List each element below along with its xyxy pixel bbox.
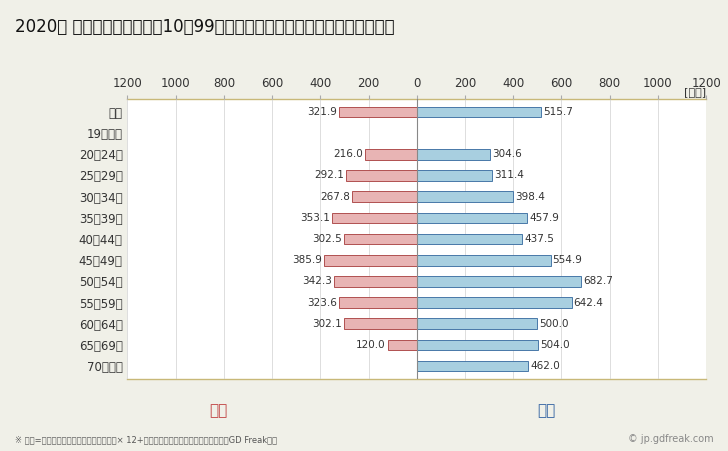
Bar — [416, 276, 582, 287]
Bar — [416, 255, 550, 266]
Bar — [388, 340, 416, 350]
Text: 554.9: 554.9 — [553, 255, 582, 265]
Text: 682.7: 682.7 — [583, 276, 613, 286]
Text: 302.5: 302.5 — [312, 234, 342, 244]
Bar — [339, 106, 416, 117]
Bar — [344, 318, 416, 329]
Text: 504.0: 504.0 — [540, 340, 570, 350]
Text: 男性: 男性 — [537, 403, 555, 418]
Bar — [352, 191, 416, 202]
Text: 462.0: 462.0 — [530, 361, 560, 371]
Text: 515.7: 515.7 — [543, 107, 573, 117]
Text: 311.4: 311.4 — [494, 170, 523, 180]
Text: 216.0: 216.0 — [333, 149, 363, 159]
Bar — [416, 149, 490, 160]
Bar — [416, 212, 527, 223]
Bar — [416, 234, 522, 244]
Text: 女性: 女性 — [209, 403, 228, 418]
Bar — [344, 234, 416, 244]
Bar — [416, 340, 538, 350]
Text: 500.0: 500.0 — [539, 319, 569, 329]
Text: ※ 年収=「きまって支給する現金給与額」× 12+「年間賞与その他特別給与額」としてGD Freak推計: ※ 年収=「きまって支給する現金給与額」× 12+「年間賞与その他特別給与額」と… — [15, 435, 277, 444]
Bar — [334, 276, 416, 287]
Text: [万円]: [万円] — [684, 87, 706, 97]
Bar — [416, 361, 529, 372]
Text: © jp.gdfreak.com: © jp.gdfreak.com — [628, 434, 713, 444]
Text: 457.9: 457.9 — [529, 213, 559, 223]
Text: 353.1: 353.1 — [300, 213, 330, 223]
Bar — [416, 191, 513, 202]
Bar — [339, 297, 416, 308]
Text: 120.0: 120.0 — [356, 340, 386, 350]
Text: 642.4: 642.4 — [574, 298, 604, 308]
Bar — [416, 170, 492, 181]
Text: 437.5: 437.5 — [524, 234, 554, 244]
Text: 292.1: 292.1 — [314, 170, 344, 180]
Bar — [332, 212, 416, 223]
Text: 385.9: 385.9 — [292, 255, 322, 265]
Bar — [416, 106, 541, 117]
Text: 2020年 民間企業（従業者数10～99人）フルタイム労働者の男女別平均年収: 2020年 民間企業（従業者数10～99人）フルタイム労働者の男女別平均年収 — [15, 18, 394, 36]
Bar — [324, 255, 416, 266]
Bar — [365, 149, 416, 160]
Text: 342.3: 342.3 — [302, 276, 332, 286]
Text: 321.9: 321.9 — [307, 107, 337, 117]
Bar — [416, 297, 571, 308]
Text: 323.6: 323.6 — [307, 298, 337, 308]
Bar — [347, 170, 416, 181]
Text: 302.1: 302.1 — [312, 319, 342, 329]
Text: 304.6: 304.6 — [492, 149, 522, 159]
Text: 267.8: 267.8 — [320, 192, 350, 202]
Text: 398.4: 398.4 — [515, 192, 545, 202]
Bar — [416, 318, 537, 329]
